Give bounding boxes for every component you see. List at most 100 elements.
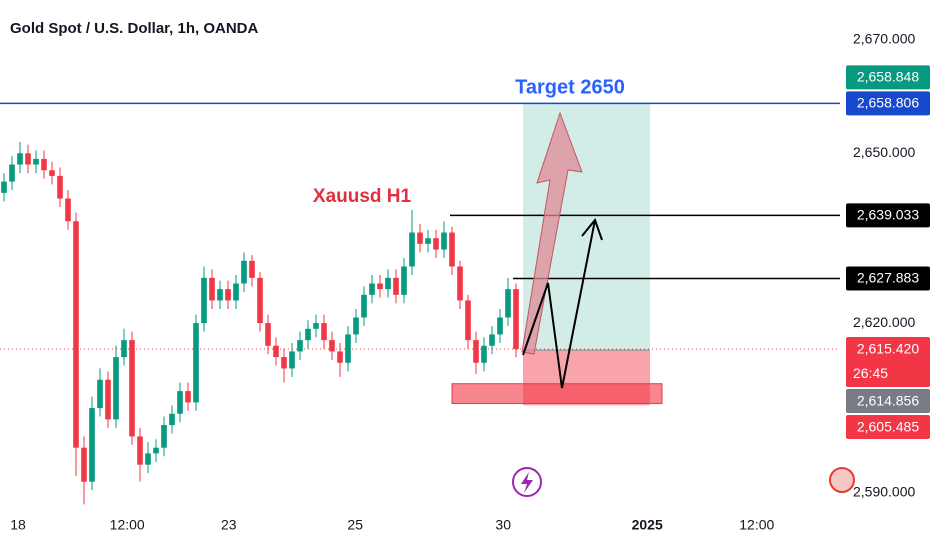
candle-body	[361, 294, 367, 318]
candle-body	[81, 447, 87, 482]
candle-body	[1, 181, 7, 193]
price-tag-label: 2,605.485	[857, 418, 919, 434]
price-tag-label: 2,639.033	[857, 207, 919, 223]
candle-body	[201, 277, 207, 324]
countdown: 26:45	[853, 365, 888, 381]
candle-body	[217, 289, 223, 301]
candle-body	[265, 323, 271, 346]
candle-body	[57, 175, 63, 199]
y-tick-label: 2,620.000	[853, 314, 915, 330]
price-tag	[846, 266, 930, 291]
y-tick-label: 2,590.000	[853, 484, 915, 500]
candle-body	[497, 317, 503, 335]
candle-body	[289, 351, 295, 369]
candle-body	[249, 260, 255, 278]
price-tag	[846, 65, 930, 90]
candle-body	[313, 323, 319, 329]
candle-body	[393, 277, 399, 295]
candle-body	[465, 300, 471, 341]
price-tag	[846, 91, 930, 116]
drawings-back: Xauusd H1 Target 2650	[0, 76, 840, 406]
price-tag-label: 2,615.420	[857, 340, 919, 356]
candle-body	[105, 379, 111, 420]
candle-body	[129, 340, 135, 437]
candle-body	[377, 283, 383, 290]
candle-body	[137, 436, 143, 465]
x-tick-label: 18	[10, 517, 26, 533]
price-tag	[846, 203, 930, 228]
candle-body	[225, 289, 231, 301]
x-tick-label: 25	[347, 517, 363, 533]
price-tag	[846, 415, 930, 440]
candle-body	[153, 447, 159, 454]
candle-body	[121, 340, 127, 358]
candle-body	[329, 340, 335, 352]
x-tick-label: 12:00	[739, 517, 774, 533]
candle-body	[209, 277, 215, 301]
target-arrow	[521, 111, 583, 355]
candle-body	[473, 340, 479, 363]
candle-body	[65, 198, 71, 222]
candles	[1, 141, 519, 505]
candle-body	[97, 379, 103, 409]
demand-zone	[451, 383, 663, 405]
chart-title: Gold Spot / U.S. Dollar, 1h, OANDA	[10, 20, 259, 37]
candle-body	[169, 413, 175, 426]
x-tick-label: 2025	[632, 517, 663, 533]
price-tag-label: 2,614.856	[857, 392, 919, 408]
candle-body	[241, 260, 247, 284]
candle-body	[185, 391, 191, 403]
candle-body	[49, 170, 55, 176]
candle-body	[337, 351, 343, 363]
candle-body	[353, 317, 359, 335]
price-axis: 2,590.000 2,620.000 2,650.000 2,670.000 18 12…	[10, 31, 930, 533]
candle-body	[321, 323, 327, 341]
arrow-head	[581, 217, 603, 241]
candle-body	[417, 232, 423, 244]
candle-body	[305, 328, 311, 341]
price-tag	[846, 337, 930, 388]
target-label: Target 2650	[515, 76, 625, 98]
x-tick-label: 30	[495, 517, 511, 533]
candle-body	[33, 158, 39, 165]
candle-body	[449, 232, 455, 267]
drawings-front	[512, 111, 855, 497]
candle-body	[489, 334, 495, 346]
candle-body	[41, 158, 47, 171]
candle-body	[257, 277, 263, 324]
candle-body	[425, 238, 431, 244]
candle-body	[161, 425, 167, 448]
candle-body	[409, 232, 415, 267]
x-tick-label: 23	[221, 517, 237, 533]
candle-body	[233, 283, 239, 301]
candle-body	[481, 345, 487, 363]
candle-body	[113, 357, 119, 420]
candle-body	[193, 323, 199, 403]
candle-body	[25, 153, 31, 165]
candle-body	[433, 238, 439, 250]
candle-body	[73, 221, 79, 448]
flag-icon	[829, 467, 855, 493]
candle-body	[145, 453, 151, 465]
candle-body	[513, 289, 519, 350]
candle-body	[177, 391, 183, 414]
price-tag-label: 2,658.806	[857, 95, 919, 111]
candle-body	[89, 408, 95, 482]
x-tick-label: 12:00	[110, 517, 145, 533]
candle-body	[281, 357, 287, 369]
candle-body	[369, 283, 375, 295]
lightning	[521, 472, 533, 493]
candle-body	[401, 266, 407, 295]
price-tag	[846, 389, 930, 414]
candle-body	[505, 289, 511, 318]
event-icon	[512, 467, 542, 497]
price-tag-label: 2,658.848	[857, 69, 919, 85]
candle-body	[273, 345, 279, 358]
candle-body	[441, 232, 447, 250]
candle-body	[297, 340, 303, 352]
candle-body	[17, 153, 23, 165]
candle-body	[9, 164, 15, 182]
price-tag-label: 2,627.883	[857, 270, 919, 286]
path-projection	[522, 219, 596, 389]
